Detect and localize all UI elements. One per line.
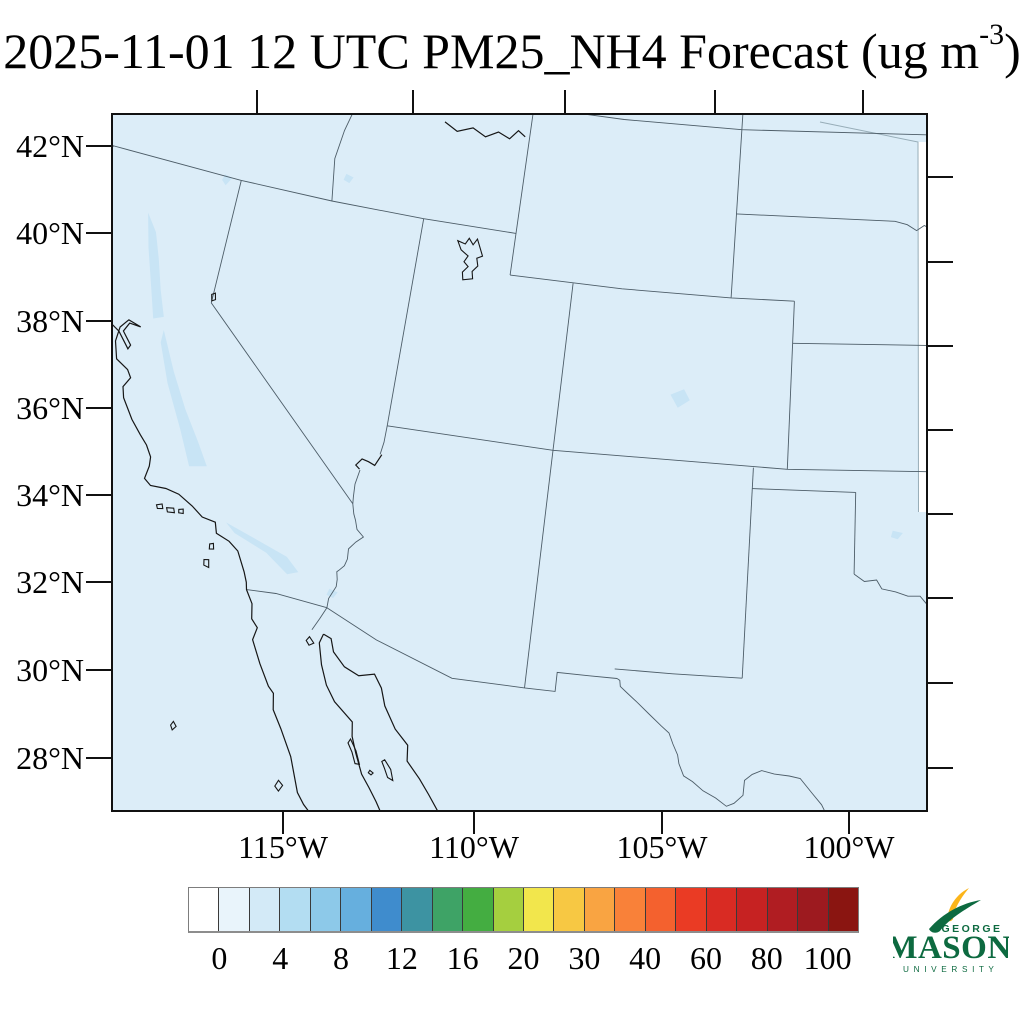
colorbar-cell: [583, 888, 615, 931]
map-frame: [111, 113, 928, 812]
colorbar-cell: [797, 888, 828, 931]
colorbar-cell: [309, 888, 341, 931]
colorbar-cell: [462, 888, 493, 931]
lat-tick-right: [928, 682, 953, 684]
colorbar-tick-label: 20: [507, 940, 540, 976]
lat-axis-label: 34°N: [16, 477, 84, 513]
colorbar-cell: [766, 888, 798, 931]
colorbar-tick-label: 12: [385, 940, 418, 976]
colorbar-cell: [644, 888, 676, 931]
title-suffix: ): [1004, 23, 1021, 79]
colorbar-cell: [736, 888, 767, 931]
lat-tick-right: [928, 429, 953, 431]
colorbar-tick-label: 80: [750, 940, 783, 976]
lat-tick-right: [928, 597, 953, 599]
colorbar-tick-label: 60: [689, 940, 722, 976]
colorbar-cell: [279, 888, 310, 931]
lon-tick-top: [412, 90, 414, 113]
lat-tick: [86, 581, 111, 583]
lon-tick: [473, 812, 475, 834]
lat-tick: [86, 757, 111, 759]
colorbar-cell: [614, 888, 645, 931]
state-borders: [113, 115, 926, 810]
field-patches: [148, 173, 903, 598]
lat-tick: [86, 145, 111, 147]
logo-mason: MASON: [893, 930, 1009, 966]
colorbar-cell: [827, 888, 858, 931]
lon-tick: [661, 812, 663, 834]
lat-tick: [86, 669, 111, 671]
field-background: [113, 115, 926, 810]
lat-tick-right: [928, 261, 953, 263]
lon-tick-top: [564, 90, 566, 113]
colorbar-tick-label: 8: [333, 940, 350, 976]
logo-swoosh-green-icon: [929, 900, 981, 933]
lat-axis-label: 28°N: [16, 740, 84, 776]
colorbar-tick-label: 40: [629, 940, 662, 976]
colorbar-cell: [189, 888, 219, 931]
forecast-map: [113, 115, 926, 810]
colorbar-cell: [522, 888, 554, 931]
colorbar-cell: [340, 888, 371, 931]
lat-axis-label: 42°N: [16, 128, 84, 164]
colorbar-tick-label: 16: [446, 940, 479, 976]
lat-axis-label: 36°N: [16, 390, 84, 426]
title-text: 2025-11-01 12 UTC PM25_NH4 Forecast (ug …: [3, 23, 980, 79]
colorbar-tick-label: 4: [272, 940, 289, 976]
lon-tick-top: [256, 90, 258, 113]
model-domain-edge: [819, 121, 926, 513]
lon-tick: [282, 812, 284, 834]
colorbar-tick-label: 100: [803, 940, 852, 976]
colorbar-cell: [431, 888, 463, 931]
title-superscript: -3: [979, 18, 1005, 51]
lat-tick: [86, 407, 111, 409]
lon-axis-label: 115°W: [238, 829, 328, 865]
lat-axis-label: 30°N: [16, 652, 84, 688]
logo-george: GEORGE: [941, 923, 1002, 935]
lat-tick-right: [928, 767, 953, 769]
colorbar-cell: [553, 888, 584, 931]
colorbar-cell: [492, 888, 523, 931]
gmu-logo: GEORGE MASON U N I V E R S I T Y: [893, 888, 1009, 974]
colorbar-cell: [370, 888, 402, 931]
colorbar-cell: [218, 888, 249, 931]
lat-tick-right: [928, 513, 953, 515]
colorbar-tick-label: 0: [211, 940, 228, 976]
colorbar-cell: [248, 888, 280, 931]
lon-tick-top: [862, 90, 864, 113]
lat-axis-label: 38°N: [16, 303, 84, 339]
lat-tick: [86, 232, 111, 234]
lon-axis-label: 100°W: [803, 829, 895, 865]
colorbar-cell: [401, 888, 432, 931]
colorbar-cell: [705, 888, 737, 931]
lat-tick: [86, 494, 111, 496]
lon-tick: [848, 812, 850, 834]
lon-axis-label: 110°W: [429, 829, 519, 865]
colorbar-tick-label: 30: [568, 940, 601, 976]
colorbar: [188, 887, 859, 933]
lat-axis-label: 32°N: [16, 564, 84, 600]
lat-tick-right: [928, 176, 953, 178]
coastline: [113, 121, 526, 810]
lon-tick-top: [714, 90, 716, 113]
lakes-islands: [155, 237, 484, 793]
colorbar-cell: [675, 888, 706, 931]
plot-title: 2025-11-01 12 UTC PM25_NH4 Forecast (ug …: [0, 18, 1024, 80]
lat-tick: [86, 320, 111, 322]
lon-axis-label: 105°W: [616, 829, 708, 865]
logo-university: U N I V E R S I T Y: [903, 965, 995, 974]
lat-tick-right: [928, 345, 953, 347]
lat-axis-label: 40°N: [16, 215, 84, 251]
